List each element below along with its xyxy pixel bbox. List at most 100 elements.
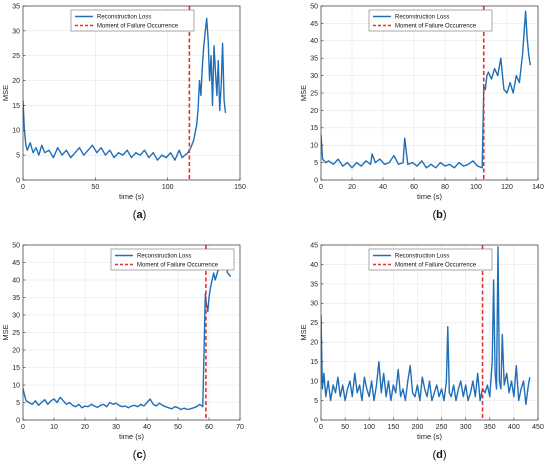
y-tick-label: 20 (310, 108, 318, 115)
x-tick-label: 100 (363, 424, 375, 431)
y-tick-label: 25 (12, 330, 20, 337)
y-axis-label: MSE (299, 324, 308, 340)
x-tick-label: 0 (21, 184, 25, 191)
y-tick-label: 5 (314, 160, 318, 167)
x-tick-label: 0 (319, 424, 323, 431)
x-tick-label: 60 (410, 184, 418, 191)
series-line-reconstruction-loss (23, 17, 227, 161)
panel-caption: (a) (133, 209, 146, 221)
legend-label-reconstruction: Reconstruction Loss (395, 254, 449, 260)
x-tick-label: 100 (470, 184, 482, 191)
y-tick-label: 10 (310, 143, 318, 150)
y-tick-label: 15 (12, 365, 20, 372)
legend: Reconstruction Loss Moment of Failure Occ… (110, 248, 235, 271)
x-tick-label: 100 (162, 184, 174, 191)
y-tick-label: 20 (12, 347, 20, 354)
legend-label-failure: Moment of Failure Occurrence (137, 263, 219, 269)
x-tick-label: 350 (484, 424, 496, 431)
y-tick-label: 10 (12, 128, 20, 135)
panel-caption-letter: c (136, 449, 142, 461)
x-tick-label: 40 (143, 424, 151, 431)
y-tick-label: 10 (12, 382, 20, 389)
legend-box (368, 248, 493, 271)
y-tick-label: 35 (12, 295, 20, 302)
y-axis-label: MSE (1, 85, 10, 101)
legend: Reconstruction Loss Moment of Failure Occ… (368, 248, 493, 271)
chart-panel-d: 0 50 100 150 200 250 300 350 400 450 0 5 10 15 20 25 30 3… (299, 242, 544, 461)
y-tick-label: 5 (16, 400, 20, 407)
y-tick-label: 5 (16, 153, 20, 160)
legend-label-failure: Moment of Failure Occurrence (97, 24, 179, 30)
y-tick-label: 10 (310, 379, 318, 386)
y-tick-label: 0 (314, 177, 318, 184)
x-tick-label: 10 (50, 424, 58, 431)
y-tick-label: 30 (310, 73, 318, 80)
legend: Reconstruction Loss Moment of Failure Occ… (70, 9, 195, 32)
x-tick-label: 0 (21, 424, 25, 431)
x-tick-label: 400 (508, 424, 520, 431)
y-tick-label: 15 (310, 125, 318, 132)
y-axis-label: MSE (299, 85, 308, 101)
y-tick-label: 50 (310, 3, 318, 10)
x-tick-label: 300 (460, 424, 472, 431)
x-axis-label: time (s) (417, 432, 443, 441)
y-tick-label: 40 (310, 38, 318, 45)
panel-caption: (b) (432, 209, 446, 221)
chart-panel-b: 0 20 40 60 80 100 120 140 0 5 10 15 20 25 30 35 40 45 50 ti… (299, 3, 544, 221)
x-tick-label: 40 (379, 184, 387, 191)
legend-label-reconstruction: Reconstruction Loss (97, 15, 151, 21)
x-tick-label: 50 (91, 184, 99, 191)
x-axis-label: time (s) (417, 192, 443, 201)
x-tick-label: 250 (436, 424, 448, 431)
x-axis-label: time (s) (119, 192, 145, 201)
x-tick-label: 120 (501, 184, 513, 191)
y-tick-label: 0 (314, 417, 318, 424)
x-tick-label: 50 (174, 424, 182, 431)
legend-label-failure: Moment of Failure Occurrence (395, 263, 477, 269)
panel-caption-letter: a (136, 209, 143, 221)
x-tick-label: 30 (112, 424, 120, 431)
y-tick-label: 30 (310, 301, 318, 308)
y-tick-label: 50 (12, 242, 20, 249)
y-tick-label: 40 (310, 262, 318, 269)
y-tick-label: 25 (310, 320, 318, 327)
y-tick-label: 35 (310, 281, 318, 288)
y-tick-label: 0 (16, 417, 20, 424)
x-tick-label: 70 (236, 424, 244, 431)
plot-area (321, 245, 538, 420)
panel-caption-letter: b (436, 209, 443, 221)
panel-caption-letter: d (436, 449, 443, 461)
y-tick-label: 25 (12, 53, 20, 60)
y-tick-label: 45 (310, 242, 318, 249)
x-tick-label: 150 (387, 424, 399, 431)
x-tick-label: 60 (205, 424, 213, 431)
y-tick-label: 25 (310, 90, 318, 97)
y-tick-label: 15 (12, 103, 20, 110)
y-tick-label: 35 (310, 56, 318, 63)
x-tick-label: 140 (532, 184, 544, 191)
x-tick-label: 0 (319, 184, 323, 191)
x-tick-label: 200 (412, 424, 424, 431)
x-tick-label: 150 (234, 184, 246, 191)
legend-box (70, 9, 195, 32)
x-tick-label: 50 (341, 424, 349, 431)
x-tick-label: 450 (532, 424, 544, 431)
y-tick-label: 45 (310, 21, 318, 28)
x-tick-label: 80 (441, 184, 449, 191)
legend-box (368, 9, 493, 32)
x-tick-label: 20 (348, 184, 356, 191)
y-tick-label: 40 (12, 277, 20, 284)
y-tick-label: 35 (12, 3, 20, 10)
axes-frame (22, 5, 241, 181)
axes-frame (320, 244, 539, 421)
y-tick-label: 20 (12, 78, 20, 85)
y-tick-label: 20 (310, 340, 318, 347)
legend: Reconstruction Loss Moment of Failure Occ… (368, 9, 493, 32)
series-line-reconstruction-loss (321, 10, 531, 169)
x-axis-label: time (s) (119, 432, 145, 441)
y-tick-label: 15 (310, 359, 318, 366)
legend-box (110, 248, 235, 271)
y-tick-label: 45 (12, 260, 20, 267)
panel-caption: (c) (133, 449, 146, 461)
